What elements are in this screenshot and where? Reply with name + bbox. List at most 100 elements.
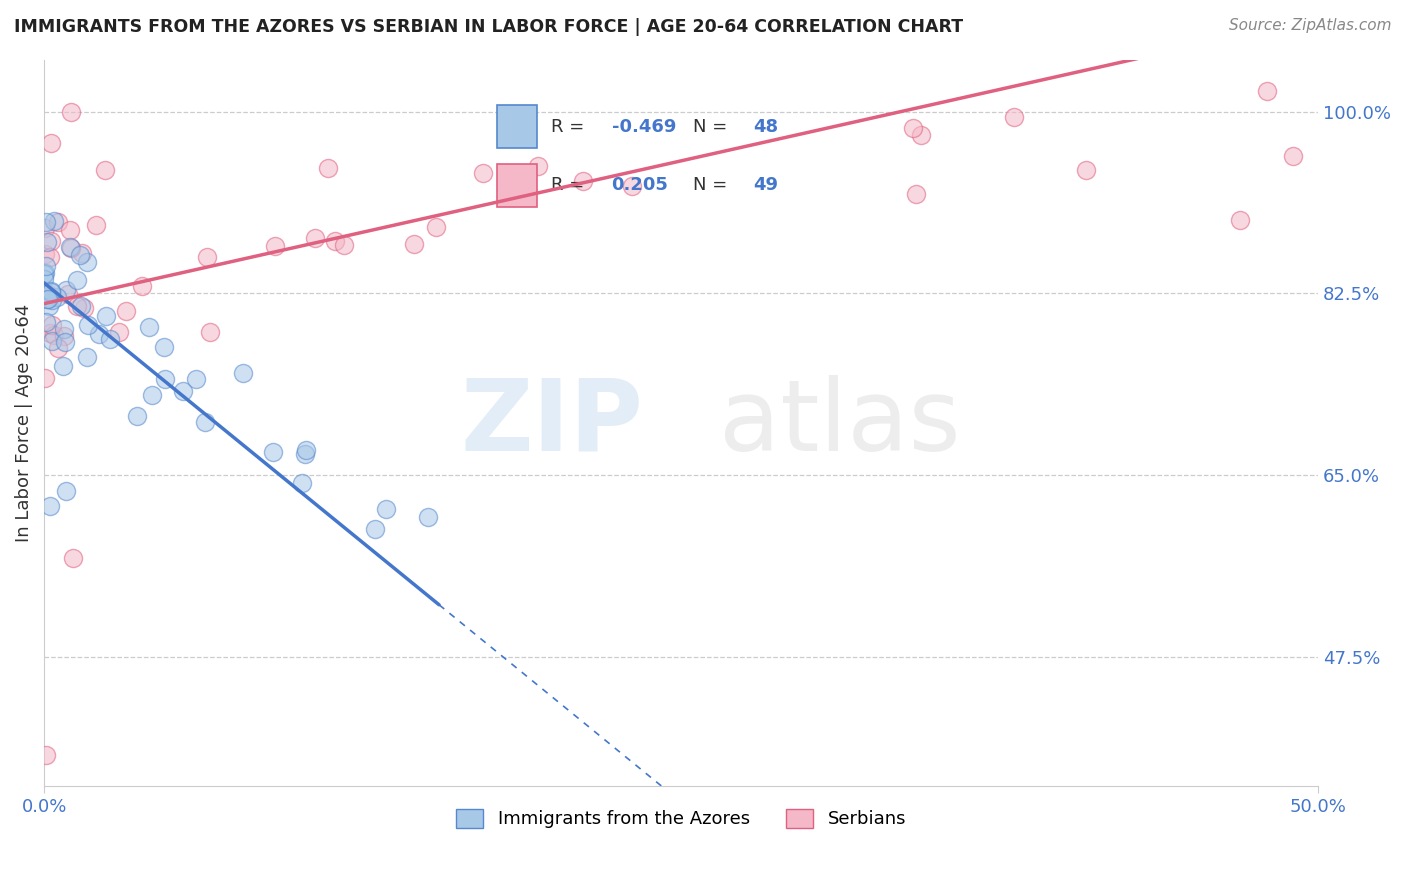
Text: ZIP: ZIP [460, 375, 643, 472]
Point [141, 388, 163, 402]
Point [66, 273, 89, 287]
Point [39, 499, 62, 513]
Point [53, 329, 76, 343]
Point [39, 250, 62, 264]
Point [41, 334, 63, 348]
Point [60, 104, 83, 119]
Legend: Immigrants from the Azores, Serbians: Immigrants from the Azores, Serbians [449, 802, 914, 836]
Point [38, 299, 60, 313]
Point [52, 359, 75, 373]
Point [34, 215, 56, 229]
Point [184, 372, 207, 386]
Point [294, 443, 316, 458]
Point [402, 236, 425, 251]
Point [127, 409, 149, 423]
Point [495, 183, 517, 197]
Point [572, 174, 595, 188]
Point [53, 334, 76, 349]
Point [1229, 212, 1251, 227]
Point [333, 237, 356, 252]
Point [42, 328, 65, 343]
Point [32, 272, 55, 286]
Point [115, 304, 138, 318]
Point [38, 326, 60, 341]
Point [195, 250, 218, 264]
Point [37, 292, 59, 306]
Point [70, 246, 93, 260]
Point [905, 186, 928, 201]
Point [138, 320, 160, 334]
Point [620, 178, 643, 193]
Point [1076, 163, 1098, 178]
Point [76, 255, 98, 269]
Point [94, 309, 117, 323]
Point [44, 213, 66, 227]
Point [76, 350, 98, 364]
Point [374, 502, 396, 516]
Point [94, 162, 117, 177]
Point [1002, 110, 1025, 124]
Point [263, 239, 285, 253]
Point [59, 240, 82, 254]
Point [77, 318, 100, 333]
Point [55, 483, 77, 498]
Point [194, 416, 217, 430]
Point [425, 219, 447, 234]
Point [35, 316, 58, 330]
Point [131, 279, 153, 293]
Point [291, 476, 314, 491]
Point [39, 285, 62, 299]
Point [69, 299, 91, 313]
Point [69, 247, 91, 261]
Point [232, 366, 254, 380]
Point [32, 267, 55, 281]
Point [39, 136, 62, 150]
Point [34, 247, 56, 261]
Point [62, 551, 84, 566]
Point [172, 384, 194, 399]
Point [37, 287, 59, 301]
Point [527, 159, 550, 173]
Point [66, 299, 89, 313]
Point [55, 283, 77, 297]
Point [107, 325, 129, 339]
Point [472, 166, 495, 180]
Point [1256, 84, 1278, 98]
Point [155, 372, 177, 386]
Point [35, 259, 58, 273]
Point [910, 128, 932, 142]
Point [59, 223, 82, 237]
Point [304, 231, 326, 245]
Point [39, 284, 62, 298]
Point [98, 332, 121, 346]
Point [46, 341, 69, 355]
Point [89, 327, 111, 342]
Point [198, 325, 221, 339]
Point [34, 371, 56, 385]
Point [46, 290, 69, 304]
Text: atlas: atlas [720, 375, 960, 472]
Point [323, 234, 346, 248]
Point [59, 242, 82, 256]
Point [262, 444, 284, 458]
Point [1281, 149, 1303, 163]
Point [37, 235, 59, 249]
Point [46, 215, 69, 229]
Point [364, 522, 387, 536]
Point [34, 221, 56, 235]
Point [153, 340, 176, 354]
Text: Source: ZipAtlas.com: Source: ZipAtlas.com [1229, 18, 1392, 33]
Y-axis label: In Labor Force | Age 20-64: In Labor Force | Age 20-64 [15, 304, 32, 542]
Point [294, 447, 316, 461]
Point [52, 322, 75, 336]
Text: IMMIGRANTS FROM THE AZORES VS SERBIAN IN LABOR FORCE | AGE 20-64 CORRELATION CHA: IMMIGRANTS FROM THE AZORES VS SERBIAN IN… [14, 18, 963, 36]
Point [56, 287, 79, 301]
Point [41, 293, 63, 307]
Point [416, 510, 439, 524]
Point [903, 120, 925, 135]
Point [84, 218, 107, 232]
Point [41, 318, 63, 332]
Point [34, 748, 56, 763]
Point [316, 161, 339, 175]
Point [41, 235, 63, 249]
